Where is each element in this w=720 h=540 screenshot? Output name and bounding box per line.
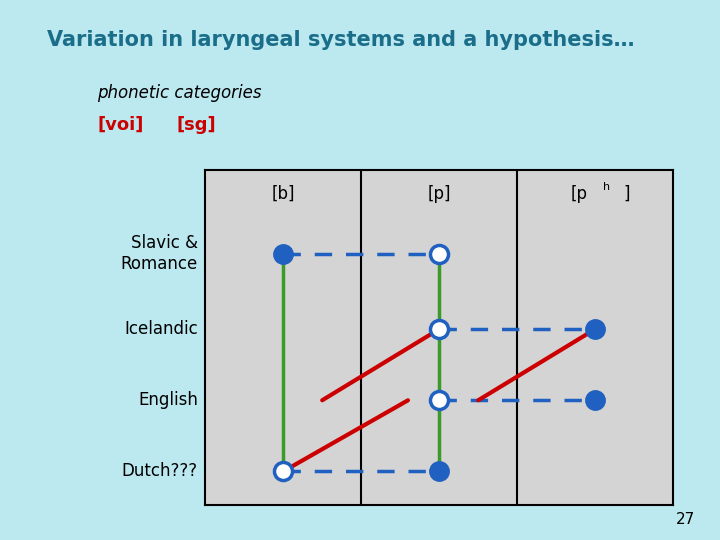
Text: [p: [p	[570, 185, 588, 202]
Text: ]: ]	[624, 185, 630, 202]
Text: [b]: [b]	[271, 185, 295, 202]
Text: phonetic categories: phonetic categories	[97, 84, 261, 102]
Text: Dutch???: Dutch???	[122, 462, 198, 481]
Text: Variation in laryngeal systems and a hypothesis…: Variation in laryngeal systems and a hyp…	[47, 30, 634, 50]
Text: Icelandic: Icelandic	[125, 320, 198, 338]
Text: [sg]: [sg]	[176, 116, 216, 134]
Text: Slavic &
Romance: Slavic & Romance	[121, 234, 198, 273]
Text: h: h	[603, 182, 610, 192]
Text: 27: 27	[675, 511, 695, 526]
Text: [p]: [p]	[428, 185, 451, 202]
Text: [voi]: [voi]	[97, 116, 143, 134]
Text: English: English	[138, 392, 198, 409]
